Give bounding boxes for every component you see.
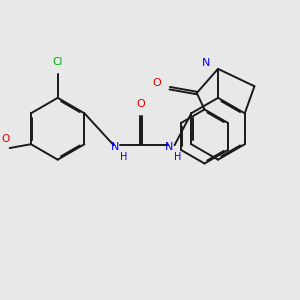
Text: O: O [136,99,145,109]
Text: H: H [120,152,127,162]
Text: O: O [153,78,162,88]
Text: N: N [165,142,173,152]
Text: Cl: Cl [52,57,63,67]
Text: O: O [2,134,10,144]
Text: H: H [174,152,181,162]
Text: N: N [110,142,119,152]
Text: N: N [202,58,211,68]
